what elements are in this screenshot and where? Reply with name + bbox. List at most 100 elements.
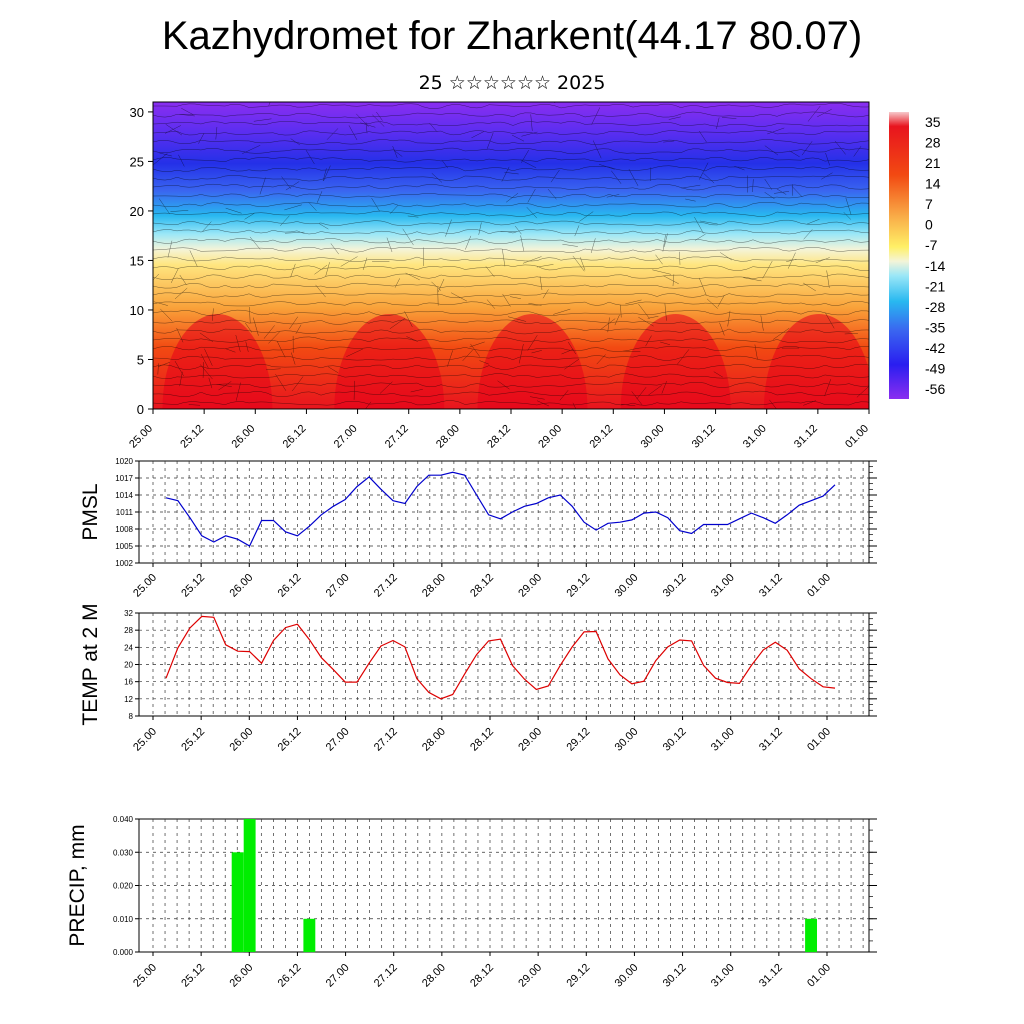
- wind-barb: [518, 343, 524, 364]
- wind-barb: [764, 192, 775, 200]
- wind-barb: [348, 125, 358, 141]
- streamline: [153, 381, 869, 388]
- wind-barb: [502, 249, 506, 267]
- pmsl-ylabel: PMSL: [79, 483, 102, 540]
- wind-barb: [611, 170, 622, 184]
- wind-barb: [462, 349, 473, 362]
- x-tick-label: 30.12: [661, 726, 689, 754]
- wind-barb: [437, 278, 445, 293]
- wind-barb: [450, 292, 468, 302]
- wind-barb: [801, 141, 813, 156]
- wind-barb: [824, 379, 832, 397]
- wind-barb: [245, 341, 249, 352]
- x-tick-label: 26.12: [276, 962, 304, 990]
- wind-barb: [284, 231, 305, 234]
- wind-barb: [386, 237, 393, 253]
- wind-barb: [825, 312, 835, 329]
- x-tick-label: 31.00: [709, 962, 737, 990]
- wind-barb: [176, 327, 184, 343]
- wind-barb: [268, 331, 280, 344]
- wind-barb: [441, 159, 448, 169]
- wind-barb: [713, 371, 723, 378]
- wind-barb: [596, 354, 606, 365]
- wind-barb: [668, 116, 681, 120]
- wind-barb: [664, 233, 668, 247]
- colorbar-label: -7: [925, 237, 938, 253]
- wind-barb: [501, 166, 510, 182]
- streamline: [153, 111, 869, 119]
- x-tick-label: 27.12: [372, 572, 400, 600]
- wind-barb: [520, 159, 537, 169]
- colorbar-label: -14: [925, 258, 945, 274]
- colorbar-label: -28: [925, 299, 945, 315]
- wind-barb: [521, 149, 530, 163]
- x-tick-label: 27.12: [372, 726, 400, 754]
- colorbar-label: -42: [925, 340, 945, 356]
- wind-barb: [263, 325, 275, 339]
- wind-barb: [406, 336, 418, 342]
- wind-barb: [502, 293, 511, 307]
- streamline: [153, 282, 869, 289]
- x-tick-label: 31.00: [709, 572, 737, 600]
- wind-barb: [526, 207, 538, 219]
- wind-barb: [365, 401, 372, 409]
- wind-barb: [188, 404, 201, 406]
- x-tick-label: 26.00: [227, 962, 255, 990]
- wind-barb: [720, 252, 732, 261]
- precip-grid: [139, 819, 869, 952]
- wind-barb: [174, 287, 188, 300]
- wind-barb: [681, 184, 701, 189]
- wind-barb: [178, 154, 185, 167]
- wind-barb: [531, 350, 542, 354]
- wind-barb: [572, 255, 585, 272]
- streamline: [153, 390, 869, 397]
- wind-barb: [772, 327, 790, 340]
- precip-bar: [243, 819, 256, 952]
- streamline: [153, 246, 869, 253]
- colorbar-label: 35: [925, 114, 941, 130]
- wind-barb: [574, 225, 580, 237]
- wind-barb: [295, 324, 302, 334]
- wind-barb: [663, 275, 679, 285]
- wind-barb: [471, 131, 484, 139]
- temp-panel: 8 12 16 20 24 28 32 25.00 25.12 26.00 26.12 27.00 27…: [79, 603, 877, 754]
- pmsl-panel: 1002 1005 1008 1011 1014 1017 1020 25.00 25.12 26…: [79, 457, 877, 600]
- wind-barb: [592, 140, 602, 159]
- x-tick-label: 29.12: [564, 572, 592, 600]
- wind-barb: [522, 256, 542, 264]
- y-tick-label: 20: [130, 204, 144, 219]
- wind-barb: [791, 186, 803, 198]
- wind-barb: [266, 368, 281, 371]
- wind-barb: [743, 277, 762, 282]
- temp-line: [165, 615, 836, 700]
- streamline: [153, 139, 869, 145]
- wind-barb: [392, 146, 398, 159]
- colorbar-label: -35: [925, 319, 945, 335]
- temp-ylabel: TEMP at 2 M: [79, 603, 102, 725]
- y-tick-label: 5: [137, 352, 144, 367]
- colorbar-label: 21: [925, 155, 941, 171]
- x-tick-label: 25.12: [179, 572, 207, 600]
- streamline: [153, 175, 869, 182]
- colorbar-label: -56: [925, 381, 945, 397]
- streamline: [153, 130, 869, 136]
- x-tick-label: 28.00: [420, 572, 448, 600]
- x-tick-label: 26.00: [229, 423, 257, 451]
- streamline: [153, 354, 869, 361]
- x-tick-label: 30.00: [613, 962, 641, 990]
- wind-barb: [478, 222, 482, 235]
- wind-barb: [719, 322, 725, 336]
- wind-barb: [817, 108, 832, 118]
- wind-barb: [204, 348, 213, 366]
- wind-barb: [376, 111, 383, 121]
- wind-barb: [507, 316, 527, 322]
- x-tick-label: 29.00: [516, 962, 544, 990]
- wind-barb: [353, 380, 355, 400]
- wind-barb: [465, 235, 472, 250]
- wind-barb: [372, 114, 385, 127]
- wind-barb: [259, 177, 266, 195]
- y-tick-label: 25: [130, 154, 144, 169]
- wind-barb: [390, 205, 399, 214]
- x-tick-label: 01.00: [843, 423, 871, 451]
- wind-barb: [614, 314, 620, 326]
